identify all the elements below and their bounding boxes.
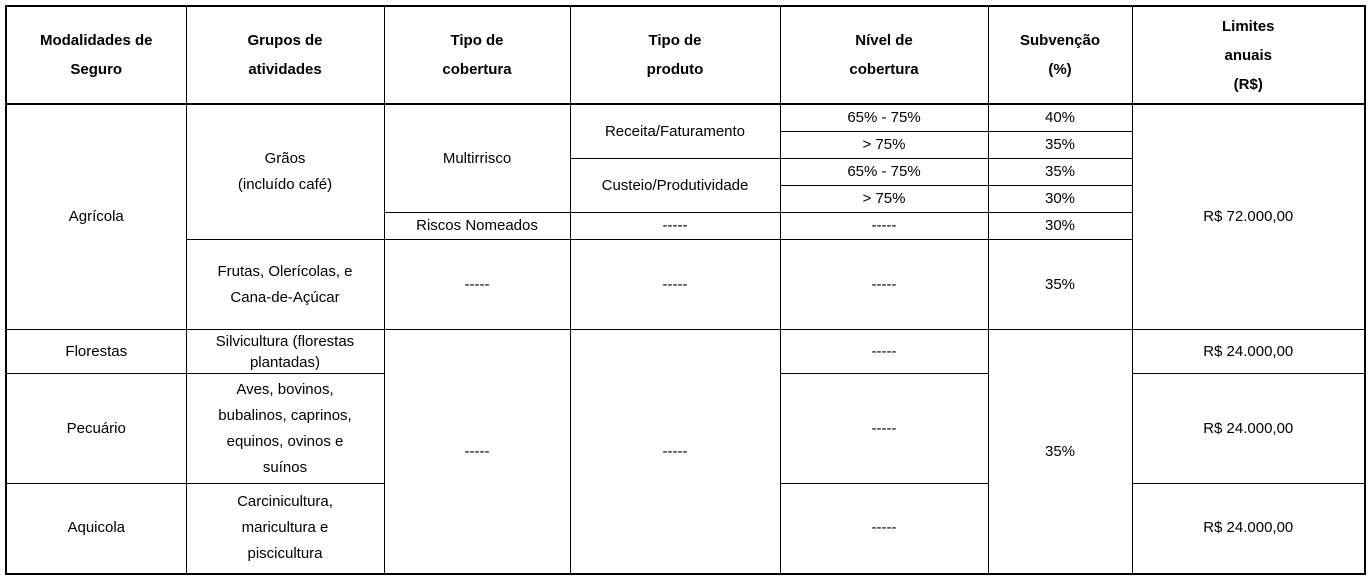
cell-modalidade-agricola: Agrícola (5, 103, 187, 330)
cell-subvencao-custeio-gt-75: 30% (987, 185, 1133, 213)
row-custeio-gt-75: > 75% 30% (6, 185, 1365, 213)
cell-cobertura-frutas-dash: ----- (383, 239, 571, 330)
row-custeio-65-75: Custeio/Produtividade 65% - 75% 35% (6, 158, 1365, 213)
cell-cobertura-riscos-nomeados: Riscos Nomeados (383, 212, 571, 240)
cell-produto-receita-faturamento: Receita/Faturamento (569, 103, 781, 159)
cell-subvencao-custeio-65-75: 35% (987, 158, 1133, 186)
cell-produto-frutas-dash: ----- (569, 239, 781, 330)
rural-insurance-subsidy-table: Modalidades de Seguro Grupos de atividad… (5, 5, 1366, 575)
row-pecuario: Pecuário Aves, bovinos, bubalinos, capri… (5, 373, 1366, 484)
cell-limite-agricola: R$ 72.000,00 (1131, 103, 1366, 330)
row-frutas-olericolas: Frutas, Olerícolas, e Cana-de-Açúcar ---… (6, 239, 1365, 330)
cell-limite-florestas: R$ 24.000,00 (1131, 329, 1366, 374)
cell-grupo-graos: Grãos (incluído café) (185, 103, 385, 240)
cell-grupo-frutas: Frutas, Olerícolas, e Cana-de-Açúcar (185, 239, 385, 330)
cell-limite-aquicola: R$ 24.000,00 (1131, 483, 1366, 574)
cell-nivel-riscos-nomeados-dash: ----- (779, 212, 989, 240)
header-grupos-de-atividades: Grupos de atividades (185, 5, 385, 105)
cell-nivel-custeio-65-75: 65% - 75% (779, 158, 989, 186)
cell-limite-pecuario: R$ 24.000,00 (1131, 373, 1366, 484)
cell-nivel-aquicola-dash: ----- (779, 483, 989, 574)
cell-cobertura-bottom-dash: ----- (383, 329, 571, 574)
row-receita-65-75: Agrícola Grãos (incluído café) Multirris… (5, 103, 1366, 330)
cell-nivel-pecuario-dash: ----- (779, 373, 989, 484)
cell-modalidade-florestas: Florestas (5, 329, 187, 374)
cell-subvencao-riscos-nomeados: 30% (987, 212, 1133, 240)
row-receita-gt-75: > 75% 35% (6, 131, 1365, 159)
cell-subvencao-receita-65-75: 40% (987, 103, 1133, 132)
cell-cobertura-multirrisco: Multirrisco (383, 103, 571, 213)
cell-produto-riscos-nomeados-dash: ----- (569, 212, 781, 240)
cell-produto-custeio-produtividade: Custeio/Produtividade (569, 158, 781, 213)
header-tipo-de-cobertura: Tipo de cobertura (383, 5, 571, 105)
cell-subvencao-bottom: 35% (987, 329, 1133, 574)
cell-produto-bottom-dash: ----- (569, 329, 781, 574)
header-limites-anuais: Limites anuais (R$) (1131, 5, 1366, 105)
header-row: Modalidades de Seguro Grupos de atividad… (5, 5, 1366, 105)
cell-grupo-pecuario: Aves, bovinos, bubalinos, caprinos, equi… (185, 373, 385, 484)
cell-grupo-silvicultura: Silvicultura (florestas plantadas) (185, 329, 385, 374)
cell-modalidade-pecuario: Pecuário (5, 373, 187, 484)
cell-subvencao-frutas: 35% (987, 239, 1133, 330)
cell-nivel-receita-gt-75: > 75% (779, 131, 989, 159)
header-modalidades-de-seguro: Modalidades de Seguro (5, 5, 187, 105)
header-tipo-de-produto: Tipo de produto (569, 5, 781, 105)
cell-nivel-receita-65-75: 65% - 75% (779, 103, 989, 132)
header-nivel-de-cobertura: Nível de cobertura (779, 5, 989, 105)
cell-subvencao-receita-gt-75: 35% (987, 131, 1133, 159)
row-florestas: Florestas Silvicultura (florestas planta… (5, 329, 1366, 574)
cell-nivel-frutas-dash: ----- (779, 239, 989, 330)
cell-nivel-custeio-gt-75: > 75% (779, 185, 989, 213)
row-riscos-nomeados: Riscos Nomeados ----- ----- 30% (6, 212, 1365, 240)
header-subvencao: Subvenção (%) (987, 5, 1133, 105)
cell-nivel-florestas-dash: ----- (779, 329, 989, 374)
row-aquicola: Aquicola Carcinicultura, maricultura e p… (5, 483, 1366, 574)
cell-modalidade-aquicola: Aquicola (5, 483, 187, 574)
cell-grupo-aquicola: Carcinicultura, maricultura e piscicultu… (185, 483, 385, 574)
